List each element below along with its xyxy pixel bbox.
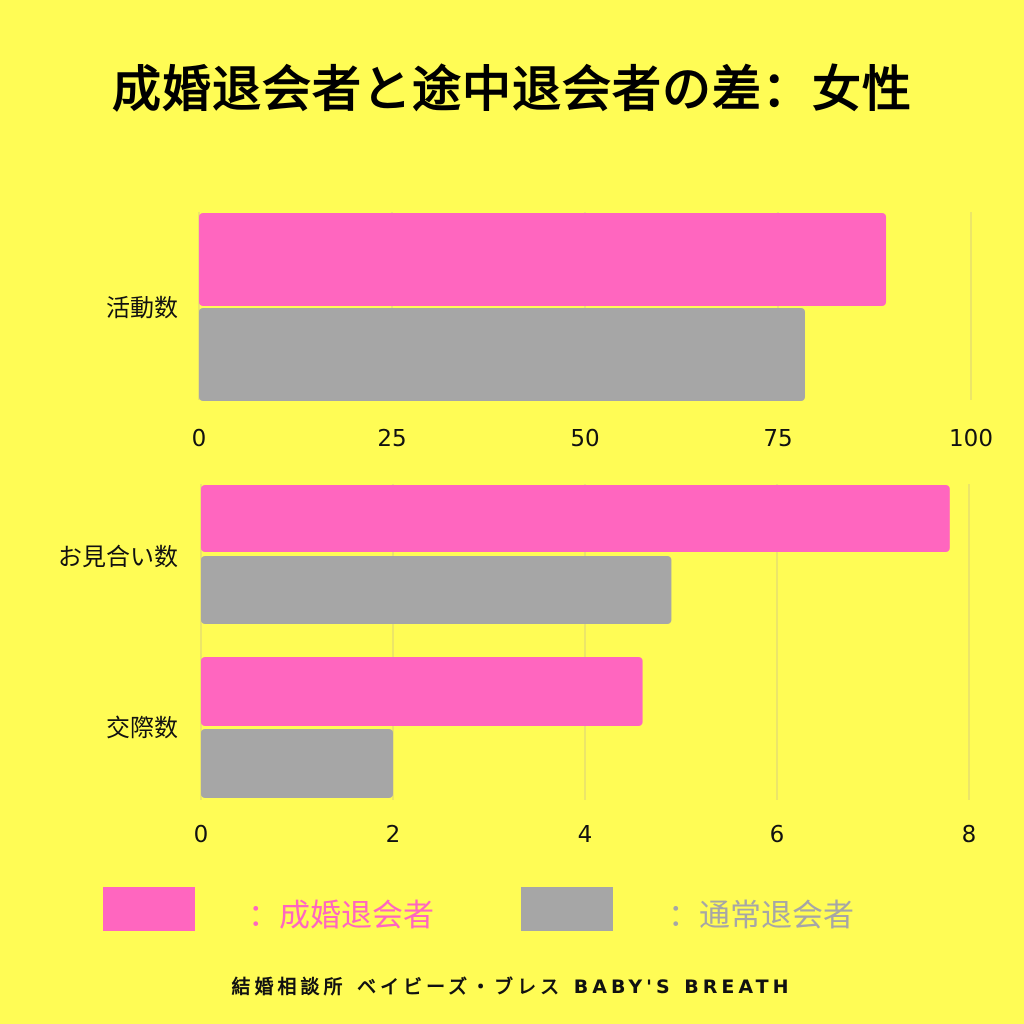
category-label: 交際数 — [106, 714, 178, 742]
bar-normal — [199, 308, 806, 401]
bar-normal — [201, 556, 672, 624]
footer-brand: 結婚相談所 ベイビーズ・ブレス BABY'S BREATH — [231, 976, 793, 998]
legend-label-marriage: ：成婚退会者 — [248, 898, 434, 934]
chart-title: 成婚退会者と途中退会者の差：女性 — [111, 61, 912, 118]
x-tick-label: 25 — [377, 426, 406, 452]
top-chart-bars — [199, 213, 887, 401]
category-label: 活動数 — [106, 294, 178, 322]
x-tick-label: 4 — [578, 822, 593, 848]
x-tick-label: 6 — [770, 822, 785, 848]
top-chart-category-labels: 活動数 — [106, 294, 178, 322]
x-tick-label: 0 — [194, 822, 209, 848]
bar-marriage — [199, 213, 887, 306]
category-label: お見合い数 — [58, 543, 178, 571]
x-tick-label: 100 — [949, 426, 993, 452]
legend-swatch-marriage — [103, 887, 195, 931]
bottom-chart-axis-ticks: 0 2 4 6 8 — [194, 822, 977, 848]
x-tick-label: 8 — [962, 822, 977, 848]
top-chart-axis-ticks: 0 25 50 75 100 — [192, 426, 993, 452]
legend-swatch-normal — [521, 887, 613, 931]
x-tick-label: 75 — [763, 426, 792, 452]
bar-marriage — [201, 485, 950, 552]
x-tick-label: 0 — [192, 426, 207, 452]
x-tick-label: 50 — [570, 426, 599, 452]
bottom-chart-bars — [201, 485, 950, 798]
bar-marriage — [201, 657, 643, 726]
legend-label-normal: ：通常退会者 — [668, 898, 854, 934]
top-chart-panel: 0 25 50 75 100 活動数 — [106, 212, 993, 452]
bar-normal — [201, 729, 393, 798]
x-tick-label: 2 — [386, 822, 401, 848]
